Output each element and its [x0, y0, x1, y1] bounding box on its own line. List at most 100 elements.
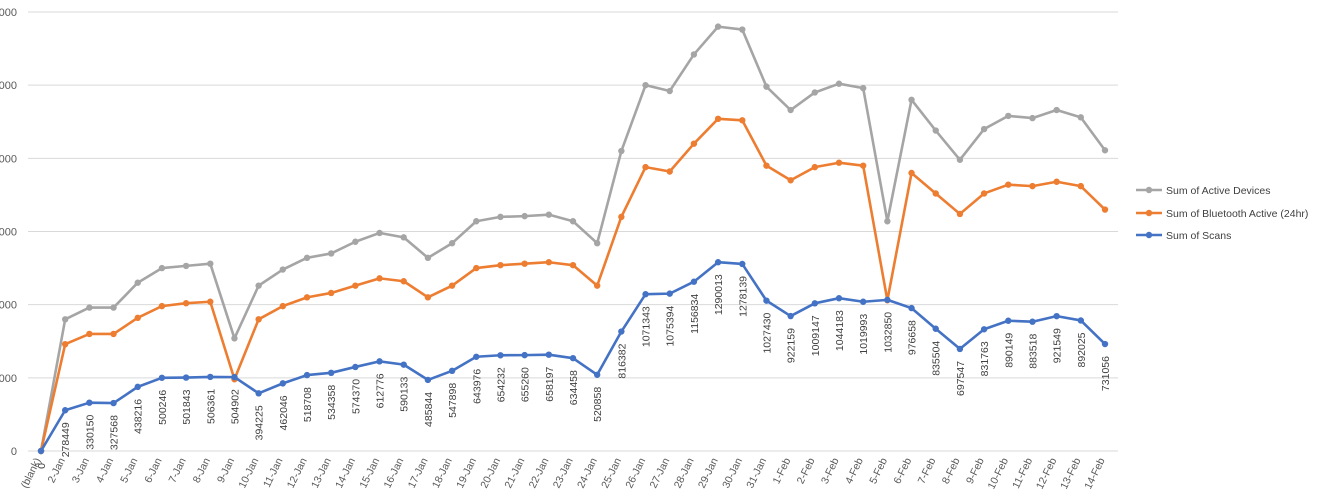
x-tick-label: 9-Jan [215, 456, 237, 485]
data-point [666, 290, 673, 297]
data-point [303, 371, 311, 379]
data-label: 634458 [568, 370, 580, 405]
data-point [327, 250, 335, 257]
data-point [182, 262, 190, 270]
data-point [182, 300, 190, 307]
data-point [231, 335, 238, 342]
data-point [134, 383, 141, 391]
data-point [811, 300, 819, 307]
data-point [424, 254, 432, 262]
data-point [158, 302, 166, 310]
data-point [811, 89, 819, 96]
data-point [134, 314, 141, 322]
data-label: 506361 [205, 389, 217, 424]
data-point [61, 340, 69, 348]
data-point [980, 326, 988, 333]
data-point [956, 210, 964, 218]
data-point [980, 190, 988, 197]
data-labels: 0 278449 330150 327568 438216 500246 501843 506… [36, 274, 1112, 469]
data-point [618, 213, 625, 221]
data-point [448, 367, 456, 375]
x-tick-label: 8-Feb [940, 456, 963, 486]
data-label: 278449 [60, 422, 72, 457]
data-label: 485844 [423, 392, 435, 427]
x-tick-label: 13-Jan [309, 456, 334, 490]
data-label: 327568 [109, 415, 121, 450]
data-label: 504902 [229, 389, 241, 424]
data-point [327, 369, 335, 377]
data-label: 518708 [302, 387, 314, 422]
data-point [593, 282, 601, 289]
data-point [763, 83, 770, 90]
data-point [859, 84, 867, 92]
x-tick-label: 21-Jan [502, 456, 527, 490]
data-point [763, 162, 770, 169]
data-point [908, 169, 915, 177]
x-tick-label: 7-Feb [916, 456, 939, 486]
x-tick-label: 11-Jan [261, 456, 286, 490]
data-label: 922159 [786, 328, 798, 363]
x-tick-label: 6-Jan [142, 456, 164, 485]
data-label: 890149 [1003, 333, 1015, 368]
data-point [376, 275, 383, 282]
data-label: 976658 [907, 320, 919, 355]
x-tick-label: 9-Feb [964, 456, 987, 486]
data-label: 1009147 [810, 315, 822, 356]
data-label: 534358 [326, 385, 338, 420]
data-point [835, 159, 843, 166]
data-label: 1278139 [737, 276, 749, 317]
data-point [255, 390, 262, 397]
data-point [497, 352, 504, 359]
data-point [835, 295, 843, 302]
data-point [61, 407, 69, 414]
x-tick-label: 12-Jan [285, 456, 310, 490]
data-label: 654232 [495, 367, 507, 402]
x-tick-label: 13-Feb [1058, 456, 1083, 491]
series-lines [37, 23, 1109, 455]
data-point [618, 147, 625, 155]
data-point [642, 163, 649, 171]
data-label: 1044183 [834, 310, 846, 351]
data-point [1029, 318, 1036, 325]
x-tick-label: 12-Feb [1034, 456, 1059, 491]
data-label: 574370 [350, 379, 362, 414]
data-point [473, 218, 480, 225]
data-point [835, 80, 843, 87]
data-point [110, 399, 117, 407]
x-tick-label: 1-Feb [771, 456, 794, 486]
x-tick-label: 4-Jan [94, 456, 116, 485]
data-point [255, 282, 262, 289]
data-point [739, 260, 746, 268]
x-tick-label: 26-Jan [623, 456, 648, 490]
x-tick-label: 30-Jan [720, 456, 745, 490]
legend-marker [1145, 231, 1153, 239]
data-point [569, 261, 577, 269]
data-label: 0 [36, 463, 48, 469]
x-axis-ticks: (blank) 2-Jan 3-Jan 4-Jan 5-Jan 6-Jan 7-Jan 8-J… [19, 456, 1108, 491]
data-point [690, 140, 698, 147]
data-point [424, 376, 432, 384]
y-tick-label: 000 [0, 373, 17, 385]
data-point [787, 312, 794, 320]
data-point [182, 374, 190, 381]
data-label: 1027430 [761, 313, 773, 354]
x-tick-label: 3-Feb [819, 456, 842, 486]
data-point [1077, 317, 1085, 324]
data-label: 501843 [181, 389, 193, 424]
data-label: 1032850 [882, 312, 894, 353]
x-tick-label: 27-Jan [648, 456, 673, 490]
data-point [86, 399, 93, 406]
data-point [448, 240, 456, 247]
data-point [714, 259, 722, 266]
data-label: 1071343 [641, 306, 653, 347]
data-label: 1156834 [689, 294, 701, 334]
data-point [158, 264, 166, 272]
data-point [376, 229, 383, 237]
y-tick-label: 000 [0, 80, 17, 92]
data-point [424, 294, 432, 301]
data-point [400, 234, 407, 241]
data-point [86, 330, 93, 338]
data-point [255, 316, 262, 323]
data-label: 462046 [278, 395, 290, 430]
